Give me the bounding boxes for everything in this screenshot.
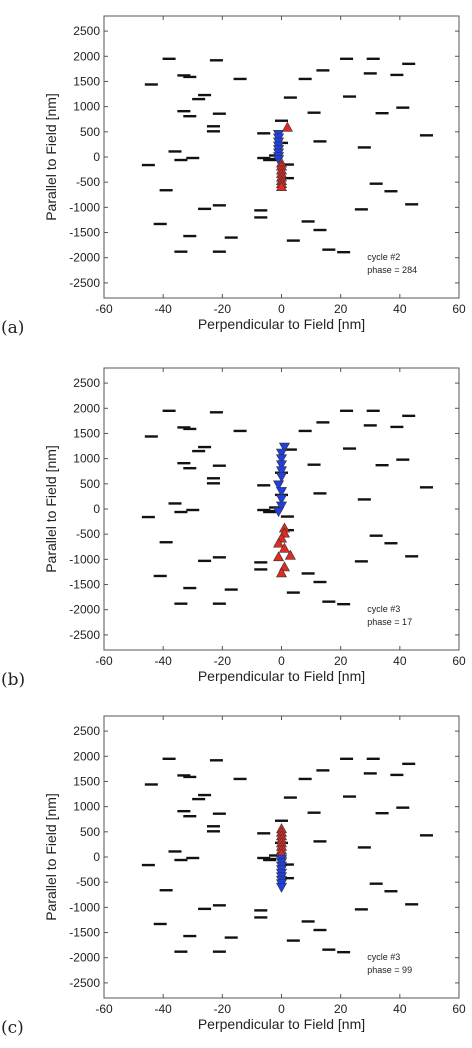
- panel-label: (c): [1, 1018, 24, 1038]
- y-tick-label: 500: [80, 477, 100, 491]
- y-tick-label: -500: [76, 175, 100, 189]
- y-tick-label: 1000: [73, 100, 100, 114]
- x-tick-label: -60: [95, 1002, 113, 1016]
- y-tick-label: -1000: [69, 900, 100, 914]
- y-tick-label: 2500: [73, 724, 100, 738]
- chart-panel-0: -60 -40 -20 0 20 40 60 -2500 -2000 -1500 -1000 -500…: [1, 15, 466, 338]
- y-tick-label: -500: [76, 527, 100, 541]
- triangle-up-marker: [278, 542, 290, 553]
- triangle-up-marker: [281, 121, 293, 132]
- annotation-text: cycle #2: [367, 252, 400, 262]
- annotation-text: cycle #3: [367, 604, 400, 614]
- triangle-down-marker: [278, 442, 290, 453]
- y-tick-label: 1000: [73, 452, 100, 466]
- triangle-down-marker: [275, 466, 288, 477]
- triangle-down-marker: [275, 501, 288, 512]
- y-tick-label: 2000: [73, 401, 100, 415]
- x-tick-label: 20: [334, 1002, 348, 1016]
- y-axis-label: Parallel to Field [nm]: [43, 93, 59, 221]
- triangle-down-marker: [275, 460, 288, 471]
- x-tick-label: 60: [452, 302, 466, 316]
- y-tick-label: 1500: [73, 774, 100, 788]
- chart-panel-1: -60 -40 -20 0 20 40 60 -2500 -2000 -1500 -1000 -500…: [1, 367, 466, 690]
- y-tick-label: 1500: [73, 426, 100, 440]
- y-axis-label: Parallel to Field [nm]: [43, 793, 59, 921]
- triangle-up-marker: [275, 181, 288, 192]
- x-tick-label: 0: [278, 1002, 285, 1016]
- x-tick-label: -20: [214, 1002, 232, 1016]
- x-axis-label: Perpendicular to Field [nm]: [198, 316, 365, 332]
- y-tick-label: 2500: [73, 24, 100, 38]
- y-tick-label: 500: [80, 125, 100, 139]
- y-tick-label: -500: [76, 875, 100, 889]
- y-tick-label: 1000: [73, 800, 100, 814]
- x-axis-label: Perpendicular to Field [nm]: [198, 1016, 365, 1032]
- triangle-down-marker: [273, 507, 285, 518]
- x-tick-label: 20: [334, 302, 348, 316]
- x-tick-label: -60: [95, 302, 113, 316]
- y-tick-label: 0: [93, 850, 100, 864]
- x-tick-label: -40: [154, 654, 172, 668]
- triangle-down-marker: [275, 494, 288, 505]
- triangle-down-marker: [275, 448, 288, 459]
- y-tick-label: -2500: [69, 976, 100, 990]
- x-tick-label: 60: [452, 654, 466, 668]
- y-tick-label: -2000: [69, 951, 100, 965]
- x-tick-label: -20: [214, 302, 232, 316]
- y-tick-label: -2000: [69, 603, 100, 617]
- triangle-down-marker: [275, 882, 288, 893]
- x-tick-label: 20: [334, 654, 348, 668]
- triangle-up-marker: [275, 567, 288, 578]
- chart-panel-2: -60 -40 -20 0 20 40 60 -2500 -2000 -1500 -1000 -500…: [1, 715, 466, 1038]
- y-tick-label: 0: [93, 502, 100, 516]
- x-tick-label: 0: [278, 302, 285, 316]
- triangle-down-marker: [275, 454, 288, 465]
- y-tick-label: -1000: [69, 200, 100, 214]
- panel-label: (b): [1, 670, 25, 690]
- annotation-text: phase = 99: [367, 965, 412, 975]
- triangle-up-marker: [273, 551, 285, 562]
- triangle-down-marker: [275, 472, 288, 483]
- x-tick-label: 60: [452, 1002, 466, 1016]
- x-tick-label: -60: [95, 654, 113, 668]
- x-tick-label: 40: [393, 302, 407, 316]
- y-tick-label: 0: [93, 150, 100, 164]
- triangle-up-marker: [284, 549, 296, 560]
- x-tick-label: -40: [154, 1002, 172, 1016]
- y-tick-label: 2000: [73, 49, 100, 63]
- x-tick-label: -20: [214, 654, 232, 668]
- y-tick-label: -1000: [69, 552, 100, 566]
- y-tick-label: -2500: [69, 276, 100, 290]
- annotation-text: phase = 284: [367, 265, 417, 275]
- y-tick-label: -2500: [69, 628, 100, 642]
- panels: -60 -40 -20 0 20 40 60-2500-2000-1500-1000-500…: [1, 15, 466, 1038]
- x-axis-label: Perpendicular to Field [nm]: [198, 668, 365, 684]
- x-tick-label: 40: [393, 654, 407, 668]
- triangle-down-marker: [275, 487, 288, 497]
- annotation-text: phase = 17: [367, 617, 412, 627]
- panel-label: (a): [1, 318, 24, 338]
- y-axis-label: Parallel to Field [nm]: [43, 445, 59, 573]
- y-tick-label: -1500: [69, 226, 100, 240]
- y-tick-label: -1500: [69, 578, 100, 592]
- x-tick-label: -40: [154, 302, 172, 316]
- x-tick-label: 0: [278, 654, 285, 668]
- annotation-text: cycle #3: [367, 952, 400, 962]
- triangle-down-marker: [273, 480, 285, 491]
- x-tick-label: 40: [393, 1002, 407, 1016]
- y-tick-label: -2000: [69, 251, 100, 265]
- y-tick-label: 500: [80, 825, 100, 839]
- y-tick-label: 2000: [73, 749, 100, 763]
- y-tick-label: 2500: [73, 376, 100, 390]
- y-tick-label: 1500: [73, 74, 100, 88]
- y-tick-label: -1500: [69, 926, 100, 940]
- triangle-up-marker: [273, 537, 285, 548]
